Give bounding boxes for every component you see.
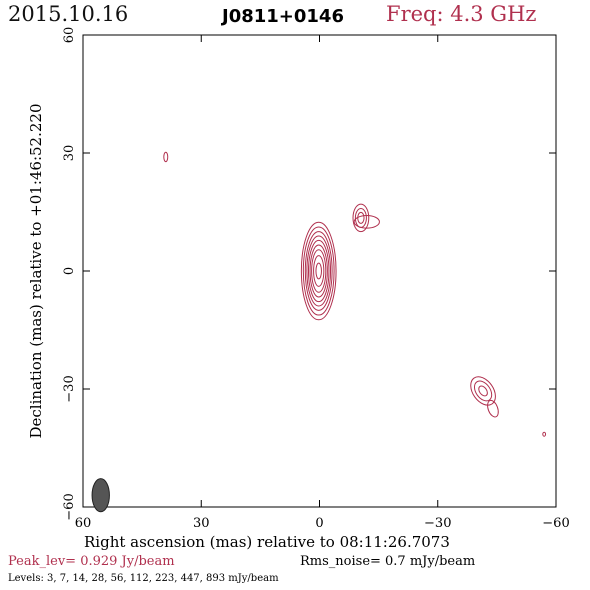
contour-ring [353,215,380,229]
axis-ticks [82,34,557,508]
beam-ellipse [91,478,110,513]
contour-ring [306,235,332,307]
contour-ring [300,221,337,321]
y-tick-label: 30 [62,145,77,162]
contour-ring [309,244,328,298]
peak-level: Peak_lev= 0.929 Jy/beam [8,554,175,569]
contour-ring [311,249,327,293]
contour-ring [315,262,322,280]
contour-ring [302,226,335,316]
frequency-label: Freq: 4.3 GHz [386,2,537,26]
beam-group [91,478,110,513]
y-tick-label: 60 [62,27,77,44]
contour-ring [542,431,547,437]
contour-levels: Levels: 3, 7, 14, 28, 56, 112, 223, 447,… [8,573,279,584]
contour-ring [478,385,488,397]
contour-ring [357,211,365,224]
contour-ring [304,231,333,311]
contour-ring [313,255,325,287]
x-axis-label: Right ascension (mas) relative to 08:11:… [84,533,450,551]
x-tick-label: −30 [424,516,451,531]
contour-ring [470,376,496,406]
contour-ring [473,380,493,402]
y-tick-label: −30 [62,375,77,402]
contour-ring [487,399,499,418]
x-tick-label: −60 [542,516,569,531]
x-tick-label: 30 [193,516,210,531]
contour-ring [163,151,169,163]
y-tick-label: 0 [62,267,77,275]
plot-date: 2015.10.16 [8,2,129,26]
source-name: J0811+0146 [222,6,344,27]
plot-frame [82,34,557,508]
y-axis-label: Declination (mas) relative to +01:46:52.… [27,103,45,439]
y-tick-label: −60 [62,493,77,520]
rms-noise: Rms_noise= 0.7 mJy/beam [300,554,476,569]
x-tick-label: 60 [75,516,92,531]
contour-ring [307,239,330,303]
contour-group [163,151,547,437]
tick-labels: 60 30 0 −30 −60 −60 −30 0 30 60 [62,27,570,531]
contour-ring [352,203,370,233]
x-tick-label: 0 [315,516,323,531]
